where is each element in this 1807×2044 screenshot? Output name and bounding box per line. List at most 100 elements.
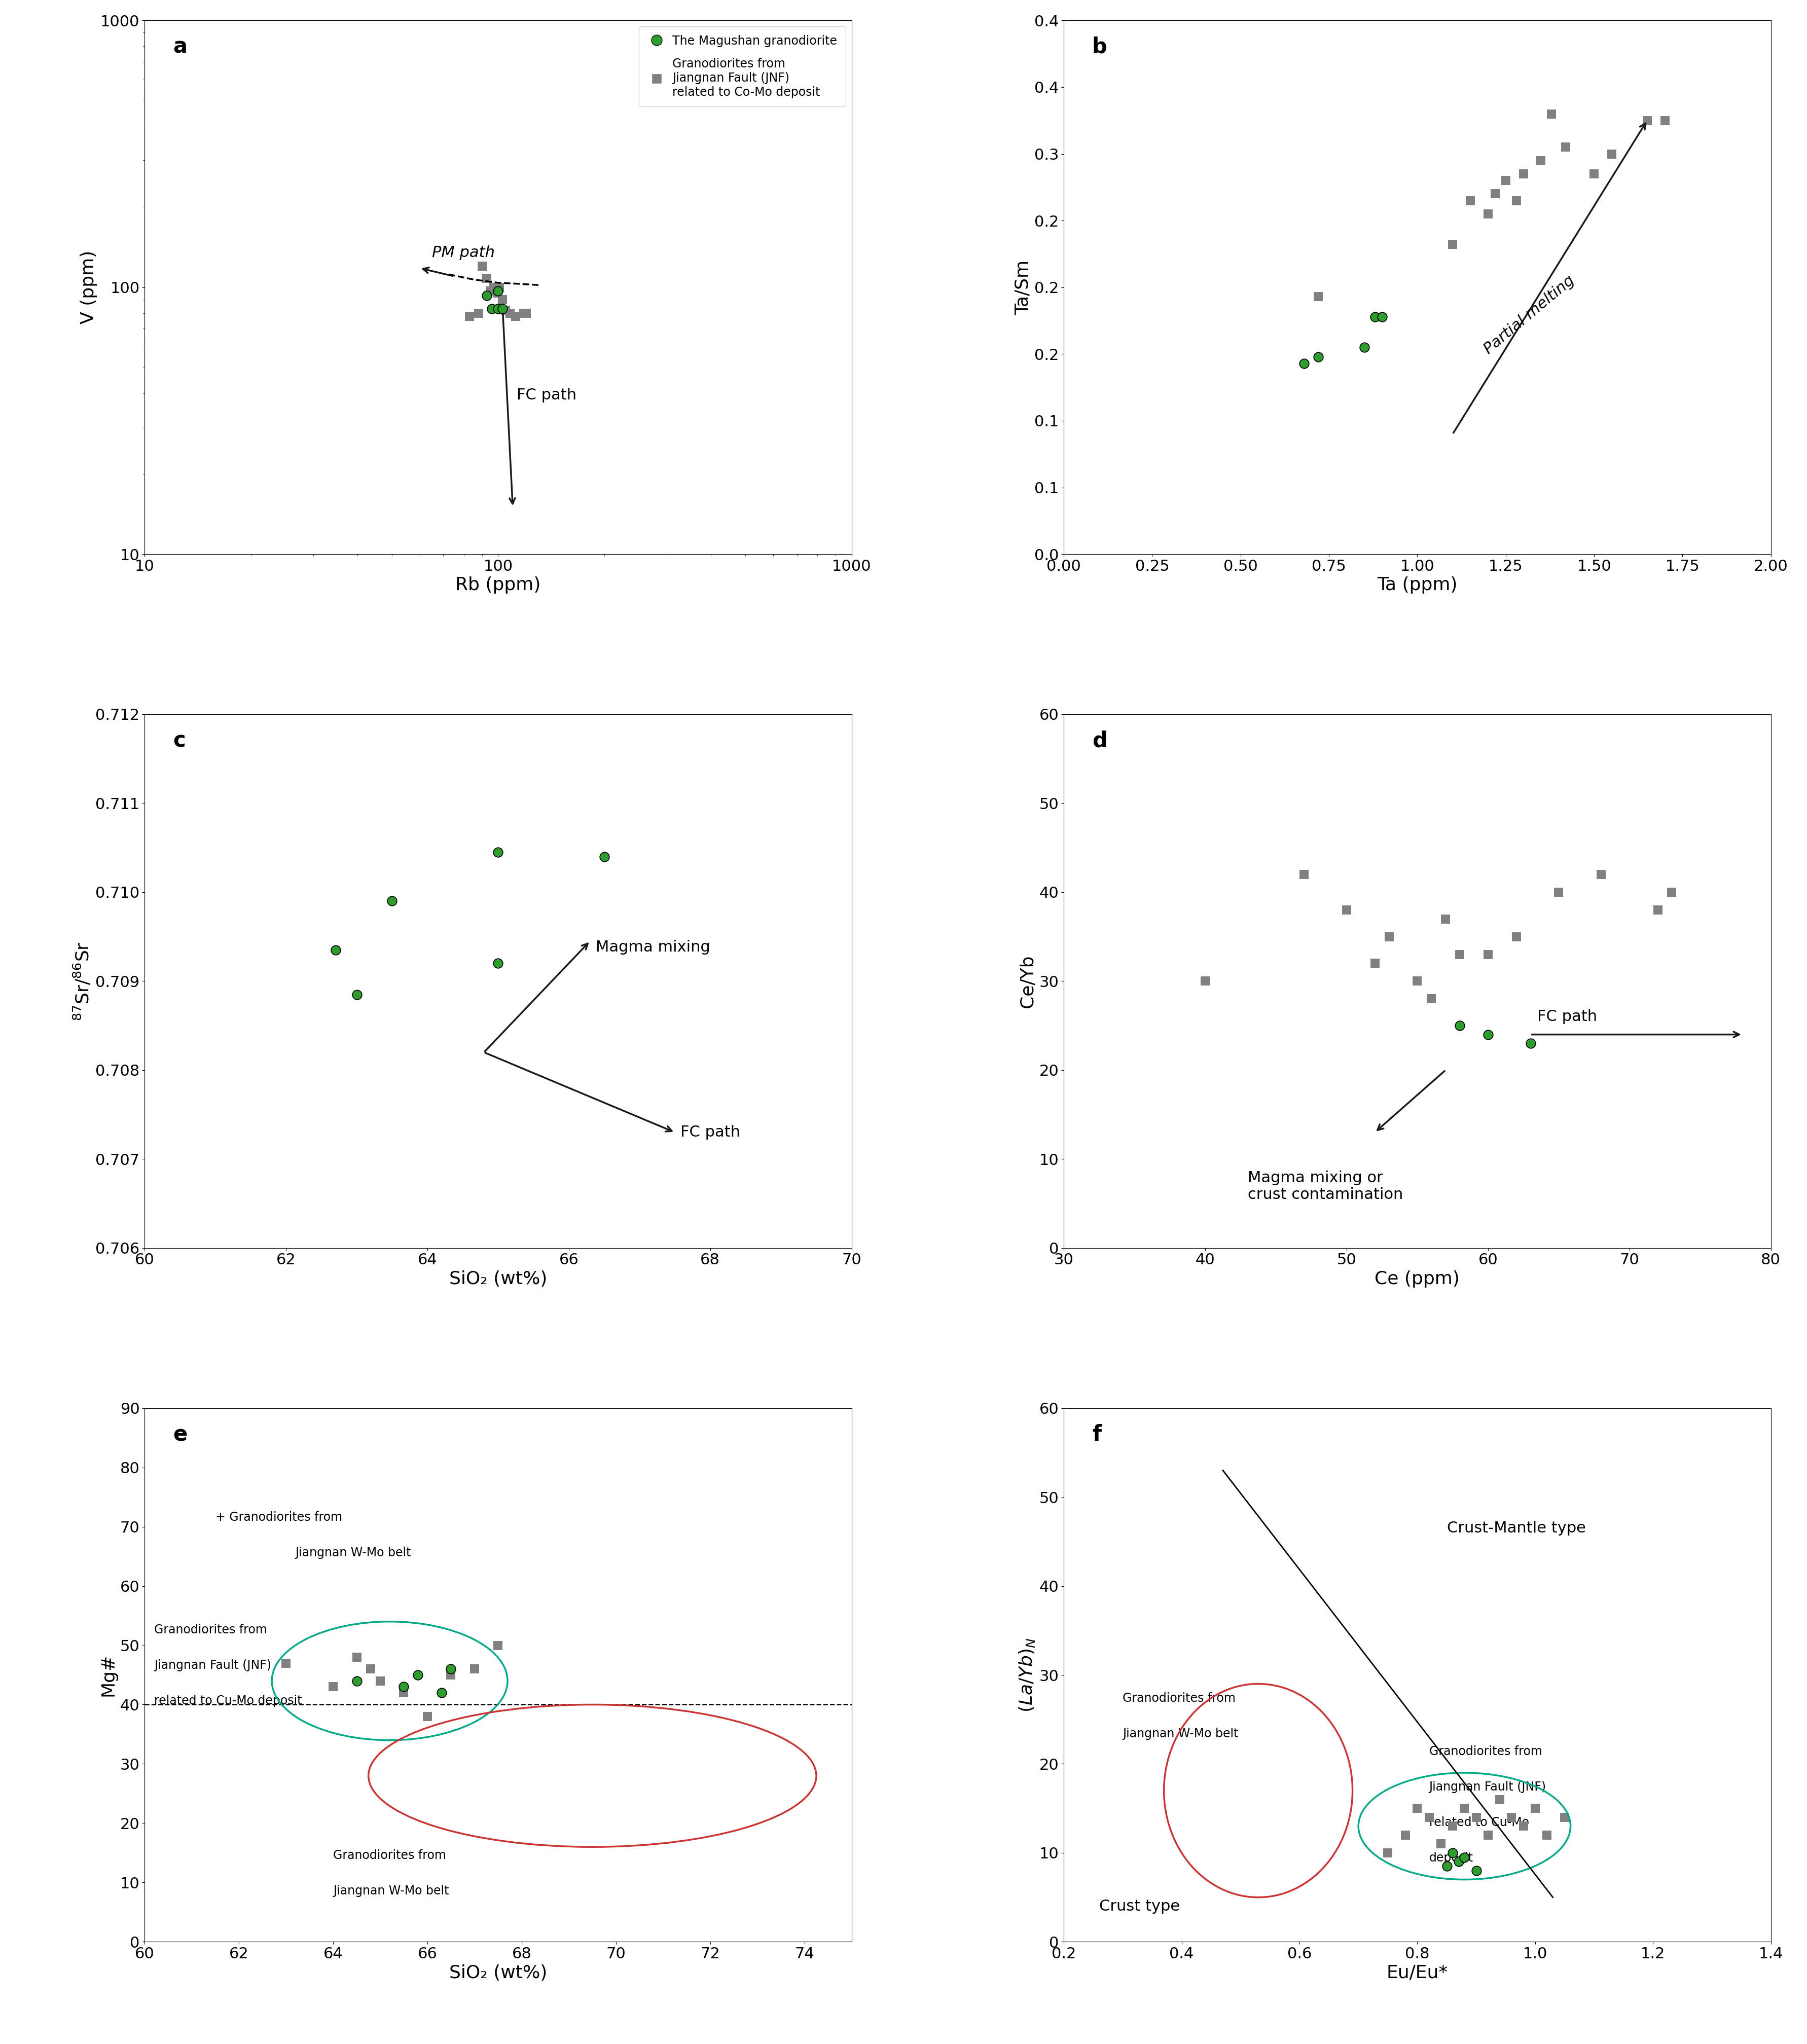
Text: FC path: FC path [1538,1010,1597,1024]
Point [1214,1729,1243,1762]
Point [455,300,484,333]
Point [389,1670,417,1703]
Y-axis label: $^{87}$Sr/$^{86}$Sr: $^{87}$Sr/$^{86}$Sr [72,942,92,1020]
Point [1426,1827,1455,1860]
Point [492,294,520,327]
Point [1285,1766,1314,1799]
Point [1462,1801,1491,1833]
Point [1473,938,1502,971]
Point [1274,1782,1303,1815]
Point [511,296,540,329]
Point [1449,1842,1478,1874]
Point [1446,938,1475,971]
Point [1305,280,1334,313]
Text: Magma mixing: Magma mixing [596,940,710,955]
Point [437,1713,466,1746]
Point [1290,347,1319,380]
Point [271,1647,300,1680]
Point [1502,184,1531,217]
Point [389,1676,417,1709]
Point [426,1676,455,1709]
Point [1509,157,1538,190]
Text: Magma mixing or
crust contamination: Magma mixing or crust contamination [1247,1171,1402,1202]
Text: Jiangnan W-Mo belt: Jiangnan W-Mo belt [332,1885,448,1897]
Point [1402,965,1431,997]
Point [479,272,508,305]
Point [484,272,513,305]
Point [1332,893,1361,926]
Point [1538,98,1567,131]
Point [1391,1819,1420,1852]
Point [1227,1836,1256,1868]
Point [1431,903,1460,936]
Point [510,296,538,329]
Point [578,1766,607,1799]
Text: + Granodiorites from: + Granodiorites from [215,1511,342,1523]
Point [1433,1850,1462,1883]
Point [472,280,501,313]
Point [1297,1819,1326,1852]
Point [484,1748,513,1780]
Point [484,292,513,325]
Point [365,1664,394,1697]
Point [1444,1846,1473,1878]
Point [1290,858,1319,891]
Point [342,1641,370,1674]
Y-axis label: $(La/Yb)_N$: $(La/Yb)_N$ [1017,1637,1037,1713]
Point [481,274,510,307]
Point [1462,1854,1491,1887]
Point [342,1664,370,1697]
Point [1456,184,1485,217]
Text: Jiangnan Fault (JNF): Jiangnan Fault (JNF) [154,1660,271,1672]
Point [389,1707,417,1739]
Point [1597,137,1626,170]
Text: e: e [173,1425,188,1445]
Text: c: c [173,730,186,752]
X-axis label: Ta (ppm): Ta (ppm) [1377,576,1458,595]
Point [365,1688,394,1721]
Y-axis label: Mg#: Mg# [99,1654,117,1697]
Point [649,1795,678,1827]
Legend: The Magushan granodiorite, Granodiorites from
Jiangnan Fault (JNF)
related to Co: The Magushan granodiorite, Granodiorites… [640,27,846,106]
Point [464,296,493,329]
Point [1155,1801,1184,1833]
Point [1314,1748,1343,1780]
Point [696,1782,725,1815]
Point [1473,198,1502,231]
Point [1305,339,1334,372]
Text: FC path: FC path [681,1124,741,1141]
Text: PM path: PM path [432,245,495,260]
Point [461,1754,490,1786]
Point [1415,1801,1444,1833]
Point [1375,920,1404,953]
Point [1373,1836,1402,1868]
Point [1417,983,1446,1016]
Point [378,885,407,918]
Point [1256,1694,1285,1727]
Point [468,249,497,282]
Point [484,946,513,979]
X-axis label: SiO₂ (wt%): SiO₂ (wt%) [450,1271,548,1288]
Point [488,292,517,325]
Point [1485,1782,1514,1815]
Text: Crust type: Crust type [1099,1899,1180,1913]
Point [1191,965,1220,997]
Point [1491,164,1520,196]
Point [1587,858,1615,891]
Point [414,1701,443,1733]
Point [501,300,529,333]
Point [1449,1793,1478,1825]
Point [1227,1766,1256,1799]
Point [342,979,370,1012]
X-axis label: Rb (ppm): Rb (ppm) [455,576,540,595]
Point [1361,946,1390,979]
Point [602,1748,631,1780]
Y-axis label: Ta/Sm: Ta/Sm [1014,260,1032,315]
Y-axis label: V (ppm): V (ppm) [80,251,98,325]
X-axis label: Eu/Eu*: Eu/Eu* [1386,1964,1447,1981]
Point [1550,1801,1579,1833]
Point [555,1741,584,1774]
Text: Crust-Mantle type: Crust-Mantle type [1447,1521,1585,1535]
Point [1545,875,1574,908]
Point [1579,157,1608,190]
